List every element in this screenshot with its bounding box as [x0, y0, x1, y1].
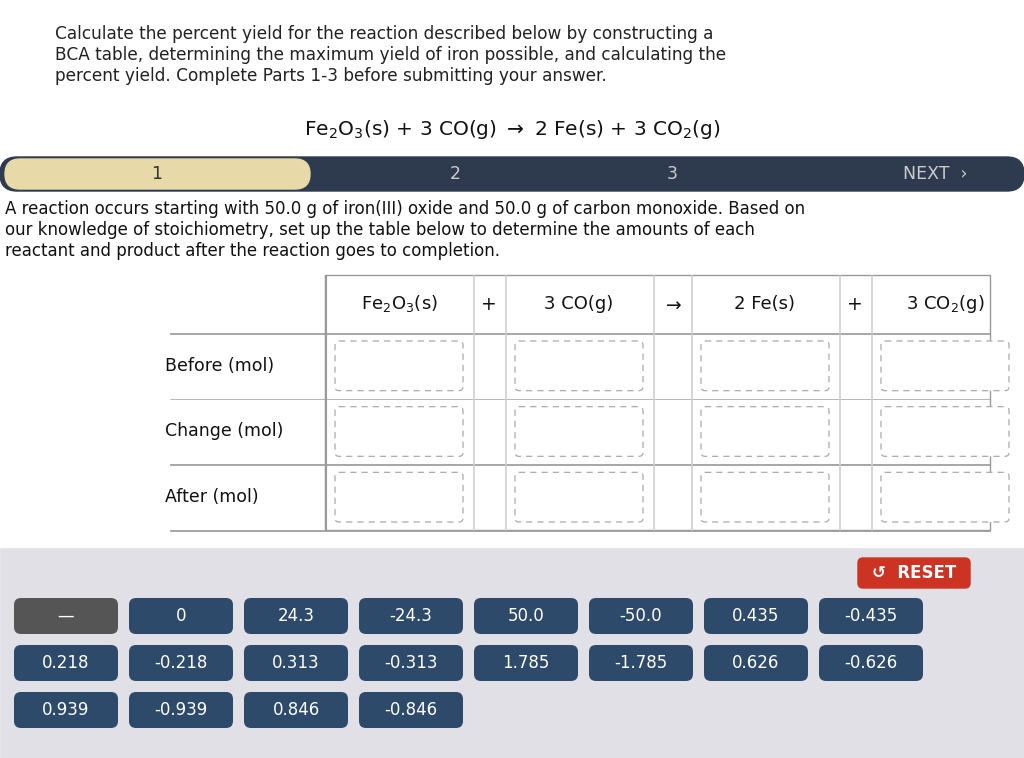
Text: 1: 1 — [152, 165, 163, 183]
Text: Before (mol): Before (mol) — [165, 357, 274, 375]
Bar — [170, 333, 990, 334]
Text: -0.939: -0.939 — [155, 701, 208, 719]
FancyBboxPatch shape — [244, 692, 348, 728]
Text: Calculate the percent yield for the reaction described below by constructing a: Calculate the percent yield for the reac… — [55, 25, 714, 43]
FancyBboxPatch shape — [819, 598, 923, 634]
Text: 24.3: 24.3 — [278, 607, 314, 625]
Text: After (mol): After (mol) — [165, 488, 259, 506]
FancyBboxPatch shape — [515, 472, 643, 522]
Text: $\rightarrow$: $\rightarrow$ — [662, 295, 682, 314]
FancyBboxPatch shape — [701, 472, 829, 522]
FancyBboxPatch shape — [515, 406, 643, 456]
Text: 0.435: 0.435 — [732, 607, 779, 625]
Text: 1.785: 1.785 — [503, 654, 550, 672]
FancyBboxPatch shape — [14, 598, 118, 634]
Text: -0.313: -0.313 — [384, 654, 437, 672]
Text: 0.218: 0.218 — [42, 654, 90, 672]
FancyBboxPatch shape — [474, 645, 578, 681]
Text: +: + — [847, 295, 863, 314]
Text: 0.626: 0.626 — [732, 654, 779, 672]
FancyBboxPatch shape — [335, 472, 463, 522]
FancyBboxPatch shape — [819, 645, 923, 681]
FancyBboxPatch shape — [5, 159, 310, 189]
FancyBboxPatch shape — [705, 645, 808, 681]
FancyBboxPatch shape — [14, 692, 118, 728]
Text: BCA table, determining the maximum yield of iron possible, and calculating the: BCA table, determining the maximum yield… — [55, 46, 726, 64]
FancyBboxPatch shape — [335, 406, 463, 456]
Text: -1.785: -1.785 — [614, 654, 668, 672]
Text: —: — — [57, 607, 75, 625]
Text: Fe$_2$O$_3$(s) + 3 CO(g) $\rightarrow$ 2 Fe(s) + 3 CO$_2$(g): Fe$_2$O$_3$(s) + 3 CO(g) $\rightarrow$ 2… — [304, 118, 720, 141]
Text: +: + — [481, 295, 497, 314]
FancyBboxPatch shape — [881, 341, 1009, 390]
Text: -0.846: -0.846 — [384, 701, 437, 719]
FancyBboxPatch shape — [129, 598, 233, 634]
Text: -0.218: -0.218 — [155, 654, 208, 672]
Text: 3 CO(g): 3 CO(g) — [545, 295, 613, 313]
FancyBboxPatch shape — [0, 157, 1024, 191]
Text: ↺  RESET: ↺ RESET — [871, 564, 956, 582]
FancyBboxPatch shape — [244, 598, 348, 634]
FancyBboxPatch shape — [589, 645, 693, 681]
Text: -0.626: -0.626 — [845, 654, 898, 672]
Text: 2: 2 — [450, 165, 461, 183]
Text: Change (mol): Change (mol) — [165, 422, 284, 440]
FancyBboxPatch shape — [515, 341, 643, 390]
FancyBboxPatch shape — [14, 645, 118, 681]
FancyBboxPatch shape — [881, 406, 1009, 456]
FancyBboxPatch shape — [359, 692, 463, 728]
Text: percent yield. Complete Parts 1-3 before submitting your answer.: percent yield. Complete Parts 1-3 before… — [55, 67, 607, 85]
FancyBboxPatch shape — [359, 598, 463, 634]
Text: 3 CO$_2$(g): 3 CO$_2$(g) — [906, 293, 984, 315]
FancyBboxPatch shape — [589, 598, 693, 634]
Text: 0.313: 0.313 — [272, 654, 319, 672]
Text: NEXT  ›: NEXT › — [903, 165, 968, 183]
Bar — [170, 530, 990, 531]
Bar — [0, 548, 1024, 758]
Text: A reaction occurs starting with 50.0 g of iron(III) oxide and 50.0 g of carbon m: A reaction occurs starting with 50.0 g o… — [5, 200, 805, 218]
Bar — [325, 275, 990, 530]
FancyBboxPatch shape — [335, 341, 463, 390]
FancyBboxPatch shape — [129, 645, 233, 681]
FancyBboxPatch shape — [474, 598, 578, 634]
Text: 0.939: 0.939 — [42, 701, 90, 719]
Text: -50.0: -50.0 — [620, 607, 663, 625]
Text: 2 Fe(s): 2 Fe(s) — [734, 295, 796, 313]
FancyBboxPatch shape — [244, 645, 348, 681]
Text: 0.846: 0.846 — [272, 701, 319, 719]
Text: -0.435: -0.435 — [845, 607, 898, 625]
Text: reactant and product after the reaction goes to completion.: reactant and product after the reaction … — [5, 242, 500, 260]
Bar — [0, 0, 1024, 548]
FancyBboxPatch shape — [858, 558, 970, 588]
Text: our knowledge of stoichiometry, set up the table below to determine the amounts : our knowledge of stoichiometry, set up t… — [5, 221, 755, 239]
Text: -24.3: -24.3 — [389, 607, 432, 625]
FancyBboxPatch shape — [705, 598, 808, 634]
Text: 50.0: 50.0 — [508, 607, 545, 625]
FancyBboxPatch shape — [881, 472, 1009, 522]
Text: Fe$_2$O$_3$(s): Fe$_2$O$_3$(s) — [360, 293, 437, 315]
Text: 3: 3 — [667, 165, 678, 183]
FancyBboxPatch shape — [359, 645, 463, 681]
FancyBboxPatch shape — [129, 692, 233, 728]
FancyBboxPatch shape — [701, 406, 829, 456]
FancyBboxPatch shape — [701, 341, 829, 390]
Text: 0: 0 — [176, 607, 186, 625]
